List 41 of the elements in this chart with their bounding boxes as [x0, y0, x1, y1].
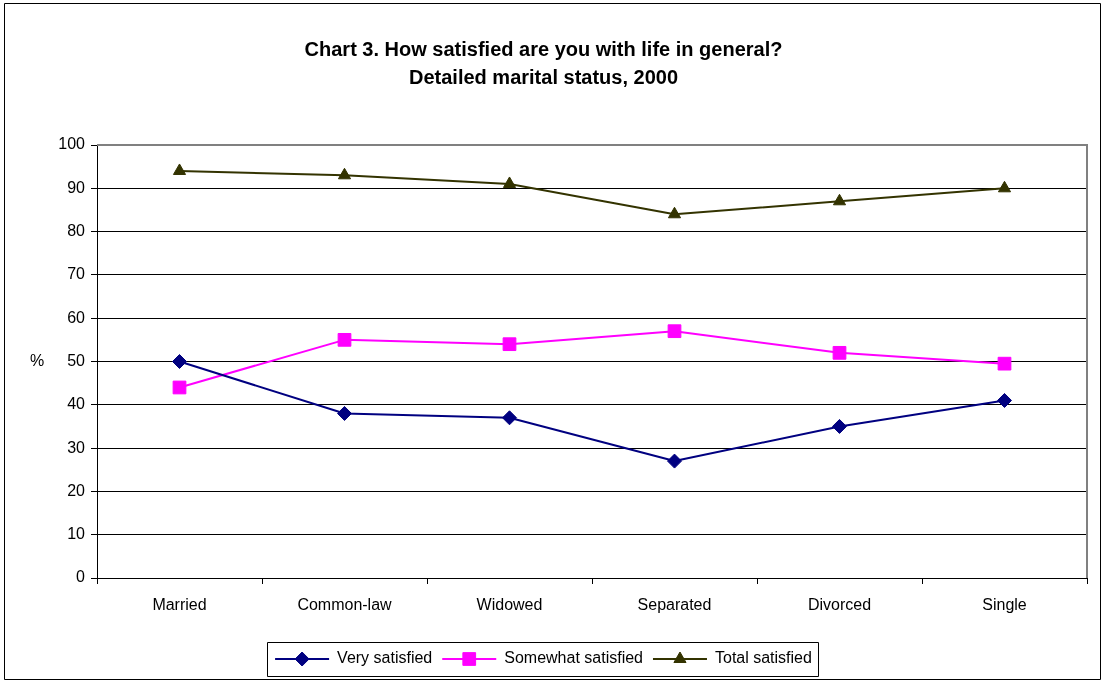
y-tick-label: 50 — [67, 351, 86, 369]
x-tick-label: Married — [152, 596, 207, 614]
legend-label: Total satisfied — [714, 649, 812, 667]
point — [172, 163, 187, 175]
x-tick-label: Common-law — [297, 596, 393, 614]
y-axis-title: % — [29, 351, 45, 369]
y-tick-label: 20 — [67, 481, 86, 499]
point — [667, 453, 682, 469]
y-tick-label: 80 — [67, 222, 86, 240]
y-tick-label: 90 — [67, 178, 86, 196]
point — [337, 405, 352, 421]
point — [832, 193, 847, 206]
x-tick-label: Widowed — [476, 596, 543, 614]
y-tick-label: 0 — [76, 568, 86, 586]
y-tick-label: 10 — [67, 525, 86, 543]
point — [667, 206, 682, 219]
point — [172, 354, 187, 369]
point — [172, 380, 187, 395]
point — [337, 167, 352, 180]
point — [502, 176, 517, 188]
legend-label: Somewhat satisfied — [504, 649, 643, 667]
point — [502, 410, 517, 426]
x-tick-label: Separated — [637, 596, 712, 614]
y-tick-label: 60 — [67, 308, 86, 326]
chart-title: Chart 3. How satisfied are you with life in general? — [304, 37, 783, 60]
y-tick-label: 30 — [67, 438, 86, 456]
point — [832, 345, 847, 360]
point — [997, 356, 1012, 371]
x-tick-label: Divorced — [807, 596, 872, 614]
point — [337, 332, 352, 347]
y-tick-label: 40 — [67, 395, 86, 413]
point — [667, 324, 682, 339]
x-tick-label: Single — [982, 596, 1027, 614]
point — [502, 337, 517, 352]
legend-label: Very satisfied — [337, 649, 433, 667]
y-tick-label: 70 — [67, 265, 86, 283]
point — [997, 180, 1012, 193]
point — [997, 392, 1012, 408]
chart-subtitle: Detailed marital status, 2000 — [408, 65, 679, 88]
y-tick-label: 100 — [58, 135, 86, 153]
point — [832, 418, 847, 434]
